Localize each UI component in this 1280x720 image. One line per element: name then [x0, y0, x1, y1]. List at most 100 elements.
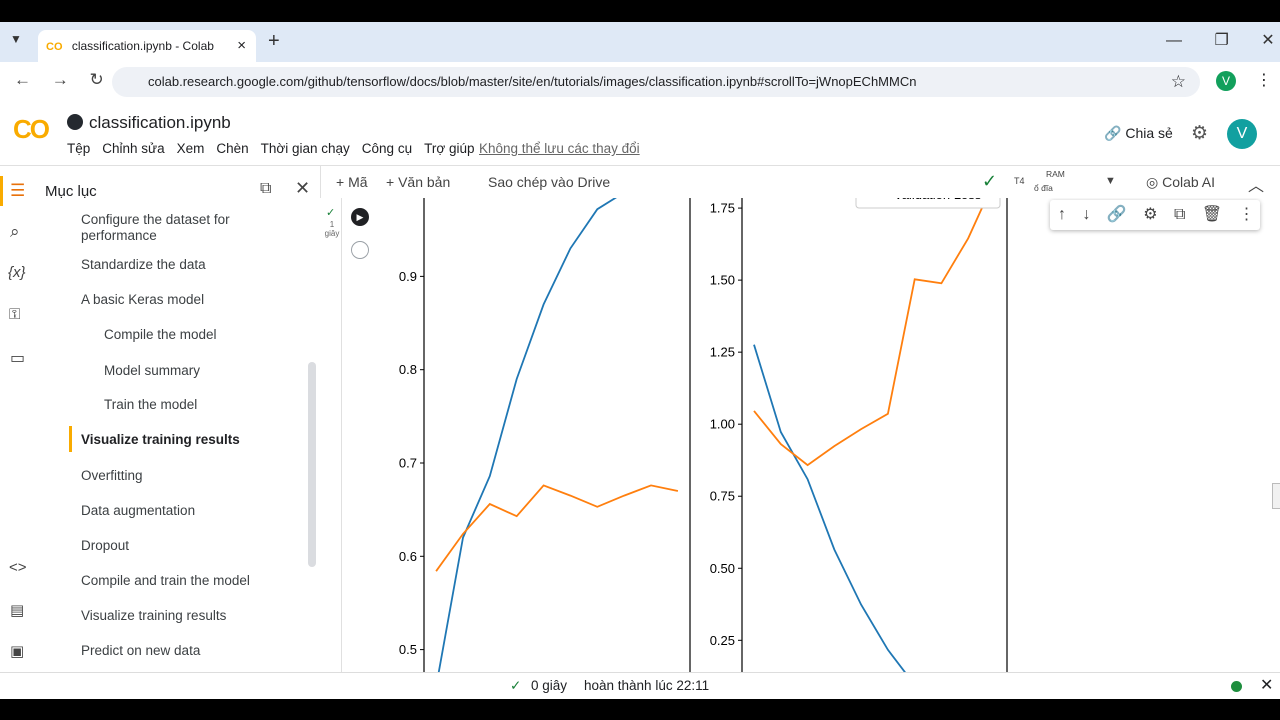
plot-lines [435, 198, 679, 672]
tab-close[interactable]: × [237, 37, 246, 54]
menu-bar: Tệp Chỉnh sửa Xem Chèn Thời gian chạy Công cụ… [67, 141, 486, 156]
share-label: Chia sẻ [1125, 125, 1173, 141]
status-close[interactable]: ✕ [1260, 677, 1274, 694]
ram-label: RAM [1046, 169, 1065, 179]
exec-check: ✓ [326, 207, 336, 219]
palette-icon[interactable]: ▤ [10, 602, 25, 619]
share-button[interactable]: 🔗 Chia sẻ [1104, 125, 1173, 141]
connected-check: ✓ [982, 171, 998, 191]
toc-item[interactable]: Compile and train the model [81, 573, 250, 588]
tab-search[interactable]: ▼ [10, 32, 22, 46]
toc-item[interactable]: A basic Keras model [81, 292, 205, 307]
url-box[interactable]: colab.research.google.com/github/tensorf… [112, 67, 1200, 97]
colab-ai[interactable]: ◎ Colab AI [1146, 174, 1216, 190]
bookmark[interactable]: ☆ [1170, 72, 1186, 91]
colab-logo[interactable]: CO [13, 114, 50, 144]
unsaved-notice[interactable]: Không thể lưu các thay đổi [479, 141, 640, 156]
status-done: hoàn thành lúc 22:11 [584, 678, 710, 693]
search-icon[interactable]: ⌕ [10, 222, 20, 241]
toc-item[interactable]: Data augmentation [81, 503, 196, 518]
series-line [753, 198, 988, 467]
add-text-label: Văn bản [398, 174, 451, 190]
y-tick-label: 1.50 [710, 273, 735, 288]
y-tick-label: 1.25 [710, 345, 735, 360]
browser-menu[interactable]: ⋮ [1256, 72, 1272, 89]
y-tick-label: 0.7 [399, 455, 417, 470]
notebook-title[interactable]: classification.ipynb [89, 113, 231, 132]
toc-item[interactable]: Standardize the data [81, 257, 206, 272]
legend-box [855, 198, 1001, 209]
gpu: T4 [1014, 176, 1025, 186]
notebook: ✓ 1 giây ▶ 0.5 0.6 0.7 0.8 0.9 0.25 0.50 0.75 1.… [320, 198, 1280, 672]
variables-icon[interactable]: {x} [8, 264, 26, 281]
url: colab.research.google.com/github/tensorf… [148, 74, 917, 89]
colab-ai-label: Colab AI [1162, 174, 1216, 190]
toc-popout[interactable]: ⧉ [260, 180, 272, 197]
page-scrollbar[interactable] [1272, 483, 1280, 509]
collapse[interactable]: ︿ [1248, 178, 1265, 195]
new-tab[interactable]: + [268, 30, 280, 52]
notebook-toolbar: + Mã + Văn bản Sao chép vào Drive ✓ T4 R… [320, 165, 1280, 200]
y-tick-label: 0.8 [399, 362, 417, 377]
resources-dropdown[interactable]: ▼ [1105, 175, 1116, 187]
toc-close[interactable]: ✕ [295, 178, 311, 198]
nav-buttons[interactable]: ← → ↻ [14, 70, 104, 89]
files-icon[interactable]: ▭ [10, 350, 26, 367]
colab-header [0, 103, 1280, 165]
status-elapsed: 0 giây [531, 678, 568, 693]
toc-item[interactable]: Model summary [104, 363, 201, 378]
secrets-icon[interactable]: ⚿ [9, 306, 21, 323]
menu-item[interactable]: Chèn [216, 141, 249, 156]
toc-item[interactable]: Visualize training results [81, 432, 240, 447]
y-tick-label: 1.75 [710, 201, 735, 216]
menu-item[interactable]: Trợ giúp [424, 141, 475, 156]
tab[interactable]: CO classification.ipynb - Colab × [38, 30, 256, 62]
series-line [753, 344, 906, 672]
y-tick-label: 0.25 [710, 633, 735, 648]
toc-active-marker [69, 426, 72, 452]
copy-to-drive[interactable]: Sao chép vào Drive [488, 174, 611, 190]
series-line [437, 198, 617, 672]
toc-icon[interactable]: ☰ [10, 181, 26, 200]
menu-item[interactable]: Công cụ [361, 141, 413, 156]
menu-item[interactable]: Chỉnh sửa [102, 141, 165, 156]
y-tick-label: 0.75 [710, 489, 735, 504]
add-text[interactable]: + Văn bản [386, 174, 451, 190]
settings[interactable]: ⚙ [1191, 123, 1209, 144]
add-code[interactable]: + Mã [336, 174, 368, 190]
add-code-label: Mã [348, 174, 368, 190]
y-tick-label: 0.50 [710, 561, 735, 576]
toc-item[interactable]: Configure the dataset for performance [81, 212, 230, 243]
toc-item[interactable]: Predict on new data [81, 643, 201, 658]
rail-active [0, 176, 3, 206]
y-tick-label: 0.9 [399, 269, 417, 284]
status-bar: ✓ 0 giây hoàn thành lúc 22:11 ✕ [0, 672, 1280, 699]
scrollbar[interactable] [308, 362, 316, 567]
profile[interactable]: V [1216, 71, 1236, 91]
menu-item[interactable]: Thời gian chạy [260, 141, 350, 156]
cell-toolbar[interactable]: ↑ ↓ 🔗 ⚙ ⧉ 🗑 ⋮ [1050, 200, 1260, 230]
status-dot [1231, 681, 1242, 692]
side-rail: ☰ ⌕ {x} ⚿ ▭ <> ▤ ▣ [0, 165, 38, 673]
menu-item[interactable]: Tệp [67, 141, 91, 156]
terminal-icon[interactable]: ▣ [10, 643, 25, 660]
series-line [435, 484, 679, 572]
toc-item[interactable]: Compile the model [104, 327, 217, 342]
owner-icon [351, 241, 369, 259]
toc-panel: Mục lục ⧉ ✕ Configure the dataset for pe… [38, 165, 321, 673]
plot-output: 0.5 0.6 0.7 0.8 0.9 0.25 0.50 0.75 1.00 1.25 1.50 1… [399, 198, 1008, 672]
menu-item[interactable]: Xem [176, 141, 205, 156]
account[interactable]: V [1227, 119, 1257, 149]
toc-item[interactable]: Overfitting [81, 468, 143, 483]
window-controls[interactable]: — ❐ ✕ [1166, 32, 1275, 49]
run-button[interactable]: ▶ [351, 208, 369, 226]
plot-lines [753, 198, 988, 672]
toc-item[interactable]: Visualize training results [81, 608, 227, 623]
github-icon [67, 114, 83, 130]
toc-item[interactable]: Dropout [81, 538, 130, 553]
toc-item[interactable]: Train the model [104, 397, 198, 412]
disk-label: ổ đĩa [1034, 183, 1053, 193]
snippets-icon[interactable]: <> [9, 559, 27, 576]
y-tick-label: 0.6 [399, 549, 417, 564]
